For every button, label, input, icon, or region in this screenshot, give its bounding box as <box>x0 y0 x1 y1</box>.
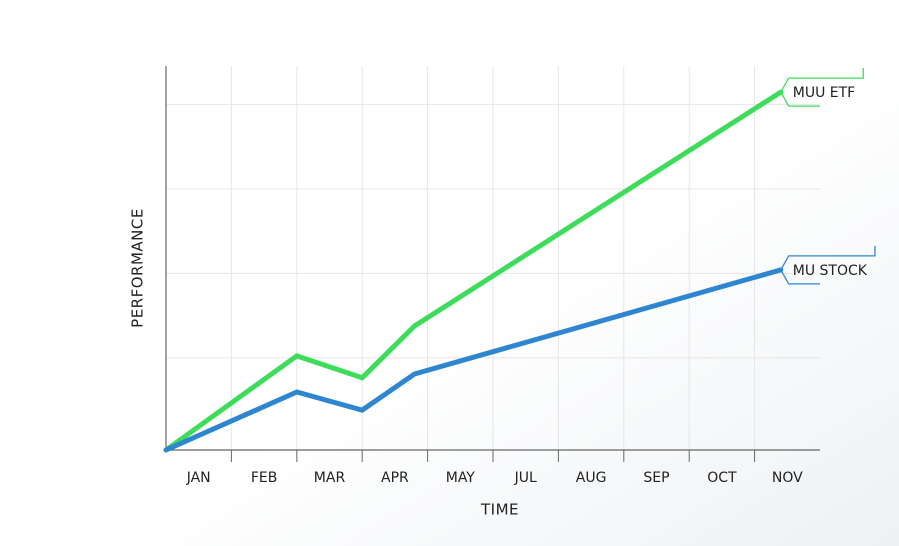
series-tag-outline <box>780 245 876 285</box>
x-tick-label: MAR <box>314 470 346 486</box>
series-tag-outline <box>780 68 864 107</box>
x-tick-label: AUG <box>576 470 607 486</box>
x-tick-label: SEP <box>643 470 669 486</box>
x-tick-label: JUL <box>514 470 537 486</box>
series-line <box>163 267 784 453</box>
x-tick-label: FEB <box>251 470 278 486</box>
x-axis-title: TIME <box>480 501 519 519</box>
series-label: MU STOCK <box>793 263 868 279</box>
series-line <box>163 89 784 453</box>
series-label: MUU ETF <box>793 85 855 101</box>
y-axis-title: PERFORMANCE <box>129 208 147 328</box>
x-tick-label: OCT <box>707 470 737 486</box>
x-tick-label: MAY <box>446 470 476 486</box>
x-tick-label: APR <box>381 470 409 486</box>
x-tick-label: JAN <box>186 470 211 486</box>
series-tag: MUU ETF <box>780 68 864 107</box>
series-tag: MU STOCK <box>780 245 876 285</box>
x-tick-label: NOV <box>772 470 803 486</box>
